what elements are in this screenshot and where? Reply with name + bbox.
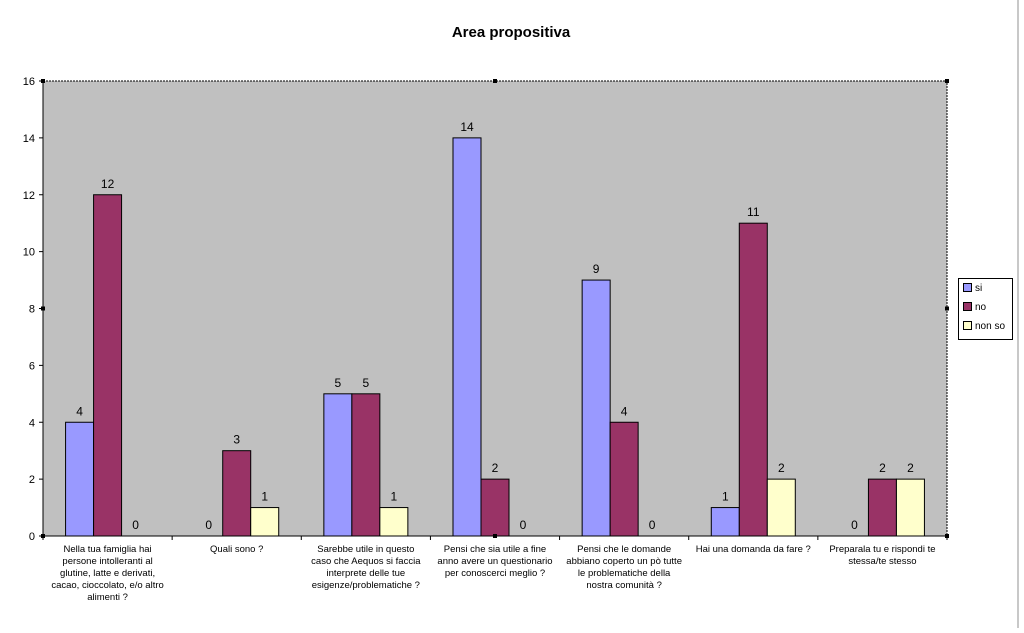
bar-no-5	[738, 222, 768, 537]
data-label: 5	[363, 376, 370, 390]
legend-item-si: si	[963, 282, 982, 296]
bar-non-so-6	[895, 478, 925, 537]
data-label: 0	[205, 518, 212, 532]
legend-label-no: no	[975, 302, 987, 313]
data-label: 5	[335, 376, 342, 390]
data-label: 2	[778, 461, 785, 475]
data-label: 4	[621, 404, 628, 418]
data-label: 1	[261, 490, 268, 504]
bar-non-so-2	[379, 507, 409, 537]
data-label: 4	[76, 404, 83, 418]
legend-label-si: si	[975, 283, 983, 294]
selection-handles	[41, 79, 949, 538]
selection-handle	[945, 306, 949, 311]
selection-handle	[945, 534, 949, 538]
data-label: 2	[907, 461, 914, 475]
chart-title: Area propositiva	[452, 24, 571, 41]
window-edge	[1017, 0, 1019, 628]
bar-si-0	[65, 421, 95, 537]
selection-handle	[41, 306, 45, 311]
y-tick-label: 10	[23, 247, 35, 259]
category-label: Preparala tu e rispondi te stessa/te ste…	[829, 544, 936, 567]
y-tick-label: 0	[29, 531, 35, 543]
legend-swatch-si	[963, 282, 972, 292]
bar-no-0	[93, 194, 123, 537]
data-label: 14	[460, 120, 474, 134]
y-tick-label: 6	[29, 360, 35, 372]
data-label: 3	[233, 433, 240, 447]
selection-handle	[493, 534, 497, 538]
data-label: 0	[520, 518, 527, 532]
data-label: 0	[132, 518, 139, 532]
data-label: 12	[101, 177, 115, 191]
data-label: 2	[879, 461, 886, 475]
y-tick-label: 4	[29, 417, 35, 429]
legend-label-non-so: non so	[975, 321, 1006, 332]
bar-si-5	[710, 507, 740, 537]
legend: si no non so	[958, 278, 1013, 340]
selection-handle	[493, 79, 497, 83]
legend-swatch-no	[963, 301, 972, 311]
y-tick-label: 16	[23, 76, 35, 88]
data-label: 1	[391, 490, 398, 504]
y-tick-label: 2	[29, 474, 35, 486]
selection-handle	[945, 79, 949, 83]
bar-no-3	[480, 478, 510, 537]
y-tick-label: 14	[23, 133, 35, 145]
plot-area	[42, 80, 948, 537]
bar-si-2	[323, 393, 353, 537]
y-tick-label: 8	[29, 304, 35, 316]
bars	[65, 137, 925, 537]
selection-handle	[41, 534, 45, 538]
category-label: Pensi che le domande abbiano coperto un …	[566, 544, 682, 591]
data-label: 1	[722, 490, 729, 504]
y-tick-label: 12	[23, 190, 35, 202]
data-label: 0	[649, 518, 656, 532]
bar-no-6	[867, 478, 897, 537]
category-label: Nella tua famiglia hai persone intollera…	[51, 544, 164, 603]
data-label: 11	[747, 205, 760, 219]
bar-no-1	[222, 450, 252, 537]
category-label: Quali sono ?	[210, 544, 264, 555]
bar-no-4	[609, 421, 639, 537]
data-label: 9	[593, 262, 600, 276]
bar-si-3	[452, 137, 482, 537]
selection-handle	[41, 79, 45, 83]
bar-non-so-5	[766, 478, 796, 537]
data-label: 2	[492, 461, 499, 475]
bar-non-so-1	[250, 507, 280, 537]
y-axis: 0 2 4 6 8 10 12 14 16	[23, 76, 44, 543]
data-label: 0	[851, 518, 858, 532]
category-label: Hai una domanda da fare ?	[695, 544, 811, 555]
legend-item-non-so: non so	[963, 320, 1005, 334]
category-label: Pensi che sia utile a fine anno avere un…	[437, 544, 553, 579]
category-label: Sarebbe utile in questo caso che Aequos …	[311, 544, 421, 591]
bar-si-4	[581, 279, 611, 537]
legend-item-no: no	[963, 301, 986, 315]
legend-swatch-non-so	[963, 320, 972, 330]
bar-no-2	[351, 393, 381, 537]
